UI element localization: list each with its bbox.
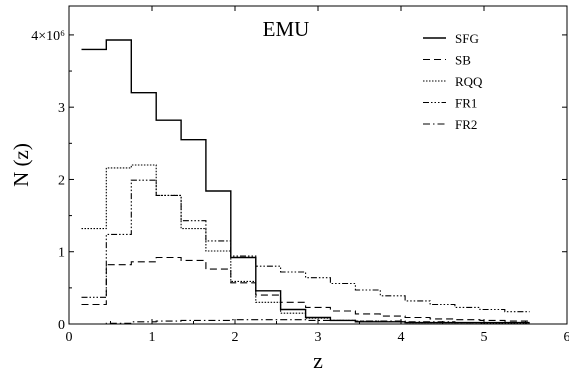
x-tick-label: 6: [564, 330, 569, 345]
y-tick-label: 3: [58, 101, 65, 116]
series-fr2-line: [81, 319, 530, 325]
chart-title: EMU: [263, 17, 310, 41]
plot-frame: [68, 5, 568, 325]
series-rqq-line: [81, 164, 530, 324]
legend-label-fr1: FR1: [455, 96, 477, 111]
legend-label-rqq: RQQ: [455, 74, 483, 89]
x-tick-label: 3: [315, 330, 322, 345]
x-axis-label: z: [313, 348, 323, 373]
y-tick-label: 2: [58, 173, 65, 188]
y-tick-label: 4×10⁶: [31, 29, 65, 44]
y-axis-label: N (z): [9, 143, 33, 187]
y-tick-label: 1: [58, 246, 65, 261]
y-tick-label: 0: [58, 318, 65, 333]
x-tick-label: 5: [481, 330, 488, 345]
x-axis-ticks: 0 1 2 3 4 5 6: [66, 6, 569, 345]
legend-label-fr2: FR2: [455, 117, 477, 132]
legend: SFG SB RQQ FR1 FR2: [423, 31, 483, 132]
legend-label-sb: SB: [455, 53, 471, 68]
legend-label-sfg: SFG: [455, 31, 479, 46]
x-tick-label: 0: [66, 330, 73, 345]
x-tick-label: 1: [149, 330, 156, 345]
y-axis-ticks: 0 1 2 3 4×10⁶: [31, 29, 567, 333]
series-sfg-line: [81, 39, 530, 324]
plot-area: [68, 5, 568, 325]
x-tick-label: 4: [398, 330, 405, 345]
x-tick-label: 2: [232, 330, 239, 345]
series-fr1-line: [81, 179, 530, 313]
